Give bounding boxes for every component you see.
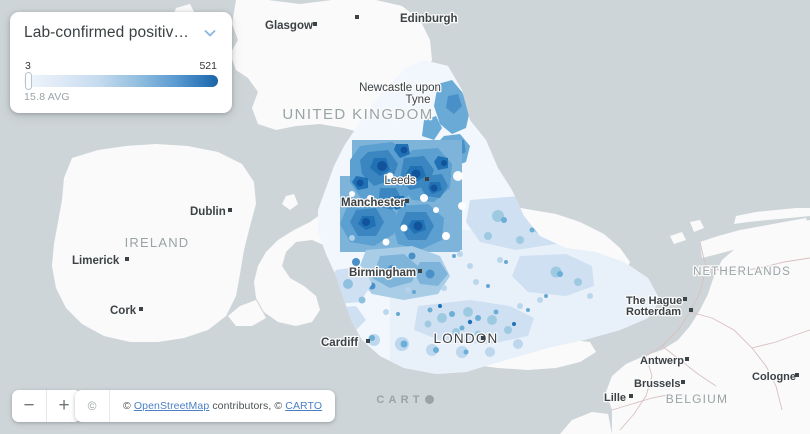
city-label-the-hague: The Hague — [626, 295, 682, 307]
attribution-text: © OpenStreetMap contributors, © CARTO — [110, 400, 335, 412]
chevron-down-icon[interactable] — [202, 25, 218, 41]
city-label-london: LONDON — [434, 331, 499, 346]
city-dot-glasgow — [313, 22, 317, 26]
attribution-middle: contributors, © — [209, 400, 286, 412]
city-label-antwerp: Antwerp — [640, 355, 684, 367]
city-dot-the-hague — [683, 297, 687, 301]
city-label-lille: Lille — [604, 392, 626, 404]
country-label-netherlands: NETHERLANDS — [693, 266, 791, 278]
country-label-ireland: IRELAND — [125, 235, 190, 250]
map-labels: UNITED KINGDOM IRELAND NETHERLANDS BELGI… — [71, 12, 799, 407]
city-dot-antwerp — [685, 357, 689, 361]
city-dot-limerick — [125, 257, 129, 261]
city-label-brussels: Brussels — [634, 378, 680, 390]
city-dot-london — [481, 336, 485, 340]
city-label-glasgow: Glasgow — [265, 20, 313, 32]
copyright-icon[interactable]: © — [75, 390, 110, 422]
country-label-belgium: BELGIUM — [666, 392, 728, 406]
city-label-leeds: Leeds — [384, 175, 416, 187]
city-dot-rotterdam — [689, 308, 693, 312]
legend-range-handle[interactable] — [25, 72, 32, 90]
city-label-dublin: Dublin — [190, 206, 226, 218]
legend-title: Lab-confirmed positive c... — [24, 24, 196, 41]
city-label-manchester: Manchester — [341, 197, 405, 209]
city-dot-manchester — [405, 199, 409, 203]
legend-max-value: 521 — [199, 60, 217, 72]
legend-average-value: 15.8 AVG — [24, 91, 70, 103]
legend-range: 3 521 — [24, 60, 218, 72]
city-dot-lille — [629, 394, 633, 398]
city-dot-cork — [139, 307, 143, 311]
city-label-cologne: Cologne — [752, 371, 796, 383]
country-label-uk: UNITED KINGDOM — [282, 106, 433, 123]
attribution-bar[interactable]: © © OpenStreetMap contributors, © CARTO — [75, 390, 336, 422]
city-label-cardiff: Cardiff — [321, 337, 358, 349]
legend-ramp-wrap[interactable] — [24, 72, 218, 90]
city-label-limerick: Limerick — [72, 255, 120, 267]
city-dot-leeds — [425, 177, 429, 181]
city-dot-birmingham — [418, 269, 422, 273]
carto-link[interactable]: CARTO — [285, 400, 323, 412]
city-dot-dublin — [228, 208, 232, 212]
city-label-edinburgh: Edinburgh — [400, 13, 458, 25]
legend-header[interactable]: Lab-confirmed positive c... — [24, 24, 218, 42]
city-label-newcastle-tyne: Tyne — [406, 94, 431, 106]
city-dot-cologne — [795, 373, 799, 377]
legend-panel[interactable]: Lab-confirmed positive c... 3 521 15.8 A… — [10, 12, 232, 113]
city-label-birmingham: Birmingham — [349, 267, 416, 279]
city-label-newcastle: Newcastle upon — [359, 82, 441, 94]
city-label-rotterdam: Rotterdam — [626, 306, 681, 318]
legend-color-ramp[interactable] — [24, 75, 218, 87]
legend-min-value: 3 — [25, 60, 31, 72]
zoom-controls[interactable]: − + — [12, 390, 81, 422]
city-dot-edinburgh — [355, 15, 359, 19]
openstreetmap-link[interactable]: OpenStreetMap — [133, 400, 210, 412]
city-label-cork: Cork — [110, 305, 137, 317]
attribution-prefix: © — [123, 400, 134, 412]
city-dot-cardiff — [366, 339, 370, 343]
zoom-out-button[interactable]: − — [12, 390, 47, 422]
city-dot-brussels — [681, 380, 685, 384]
